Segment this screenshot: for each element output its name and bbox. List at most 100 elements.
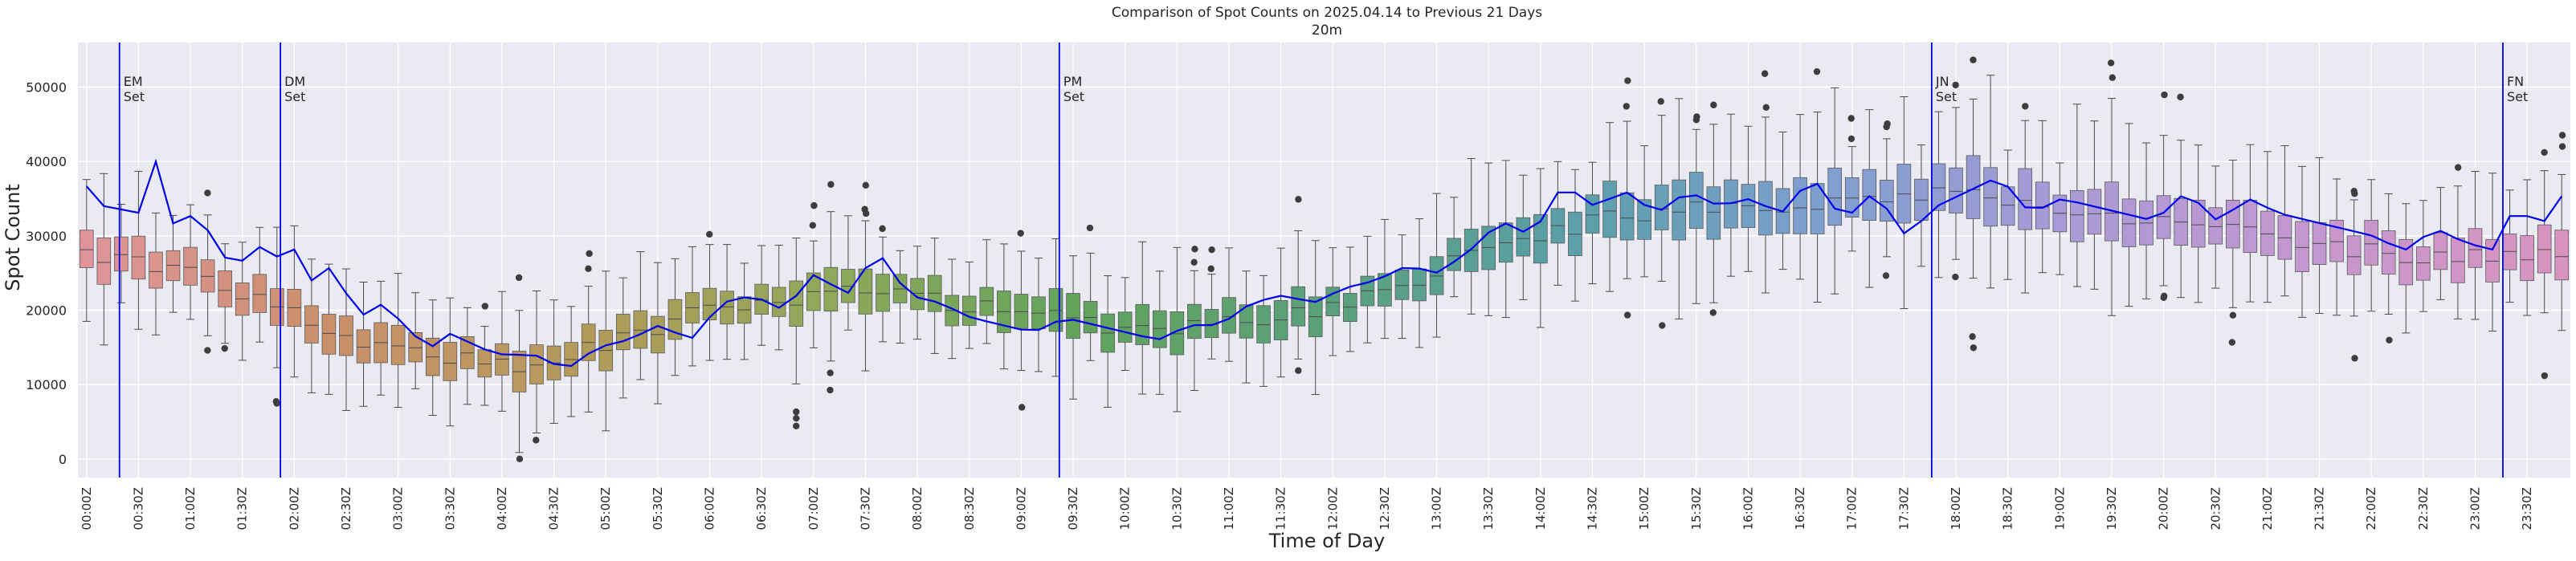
box xyxy=(1291,286,1305,327)
box xyxy=(183,246,198,286)
outlier-point xyxy=(586,250,593,258)
box xyxy=(1066,293,1080,339)
outlier-point xyxy=(810,201,818,209)
box xyxy=(1672,179,1687,241)
box xyxy=(2537,224,2552,274)
box xyxy=(114,236,129,272)
marker-label: JN xyxy=(1935,74,1949,89)
box xyxy=(304,305,319,344)
x-tick-label: 01:30Z xyxy=(235,487,250,531)
x-tick-label: 04:00Z xyxy=(495,487,509,531)
outlier-point xyxy=(2107,59,2115,67)
outlier-point xyxy=(1190,258,1198,266)
outlier-point xyxy=(1623,311,1631,319)
marker-label: FN xyxy=(2507,74,2524,89)
x-tick-label: 12:30Z xyxy=(1378,487,1392,531)
plot-area xyxy=(78,43,2570,478)
x-tick-label: 01:00Z xyxy=(183,487,198,531)
marker-label: PM xyxy=(1063,74,1082,89)
box xyxy=(910,278,925,311)
box xyxy=(615,314,631,351)
outlier-point xyxy=(1762,104,1770,112)
box xyxy=(1533,213,1548,264)
box xyxy=(200,259,215,293)
outlier-point xyxy=(809,222,817,229)
marker-sublabel: Set xyxy=(284,89,305,104)
x-tick-label: 19:30Z xyxy=(2104,487,2119,531)
outlier-point xyxy=(793,414,800,422)
box xyxy=(1516,217,1531,257)
box xyxy=(702,287,717,321)
x-tick-label: 21:30Z xyxy=(2313,487,2327,531)
x-tick-label: 04:30Z xyxy=(547,487,561,531)
x-tick-label: 22:00Z xyxy=(2364,487,2378,531)
box xyxy=(1135,303,1150,345)
box xyxy=(1481,226,1496,270)
outlier-point xyxy=(1813,67,1821,75)
x-tick-label: 20:30Z xyxy=(2208,487,2223,531)
outlier-point xyxy=(1295,367,1302,374)
outlier-point xyxy=(481,303,489,310)
box xyxy=(720,291,734,325)
x-axis-label: Time of Day xyxy=(1268,530,1386,552)
outlier-point xyxy=(793,422,800,429)
box xyxy=(1844,177,1860,218)
box xyxy=(1222,297,1236,334)
box xyxy=(2121,198,2137,247)
box xyxy=(2156,195,2171,239)
x-tick-label: 09:30Z xyxy=(1066,487,1080,531)
box xyxy=(1637,199,1651,240)
marker-label: EM xyxy=(124,74,143,89)
y-tick-label: 30000 xyxy=(26,229,67,244)
x-tick-label: 13:00Z xyxy=(1430,487,1444,531)
outlier-point xyxy=(1970,344,1978,352)
marker-sublabel: Set xyxy=(124,89,145,104)
series-line xyxy=(85,158,2563,368)
box xyxy=(1862,169,1877,222)
x-tick-label: 13:30Z xyxy=(1481,487,1496,531)
x-tick-label: 03:00Z xyxy=(391,487,406,531)
outlier-point xyxy=(1657,98,1664,105)
box xyxy=(390,324,406,365)
box xyxy=(477,349,492,378)
x-tick-label: 12:00Z xyxy=(1325,487,1340,531)
x-tick-label: 06:30Z xyxy=(754,487,769,531)
outlier-point xyxy=(2454,164,2462,171)
outlier-point xyxy=(1693,113,1700,120)
box xyxy=(1239,304,1254,339)
box xyxy=(1949,167,1963,213)
outlier-point xyxy=(1207,265,1215,273)
chart-title: Comparison of Spot Counts on 2025.04.14 … xyxy=(1112,5,1542,21)
x-tick-label: 07:30Z xyxy=(858,487,872,531)
box xyxy=(771,287,786,317)
marker-sublabel: Set xyxy=(1063,89,1084,104)
box xyxy=(1827,167,1842,226)
x-tick-label: 14:00Z xyxy=(1533,487,1548,531)
x-tick-label: 17:00Z xyxy=(1845,487,1860,531)
y-tick-label: 40000 xyxy=(26,154,67,169)
outlier-point xyxy=(1970,56,1977,63)
box xyxy=(1152,310,1167,348)
outlier-point xyxy=(2351,355,2358,362)
box xyxy=(2070,190,2084,242)
x-tick-label: 14:30Z xyxy=(1586,487,1600,531)
outlier-point xyxy=(273,400,280,407)
box xyxy=(2295,221,2309,272)
box xyxy=(79,230,94,268)
box xyxy=(2087,189,2102,235)
outlier-point xyxy=(2161,91,2168,99)
outlier-point xyxy=(1761,70,1769,77)
x-tick-label: 15:00Z xyxy=(1637,487,1651,531)
x-tick-label: 05:00Z xyxy=(598,487,613,531)
outlier-point xyxy=(1847,135,1855,143)
outlier-point xyxy=(1623,103,1630,110)
outlier-point xyxy=(862,181,869,189)
x-tick-label: 05:30Z xyxy=(651,487,665,531)
outlier-point xyxy=(1659,322,1666,329)
box xyxy=(2346,235,2362,275)
outlier-point xyxy=(2541,372,2549,380)
box xyxy=(1602,181,1617,238)
outlier-point xyxy=(2228,339,2236,346)
